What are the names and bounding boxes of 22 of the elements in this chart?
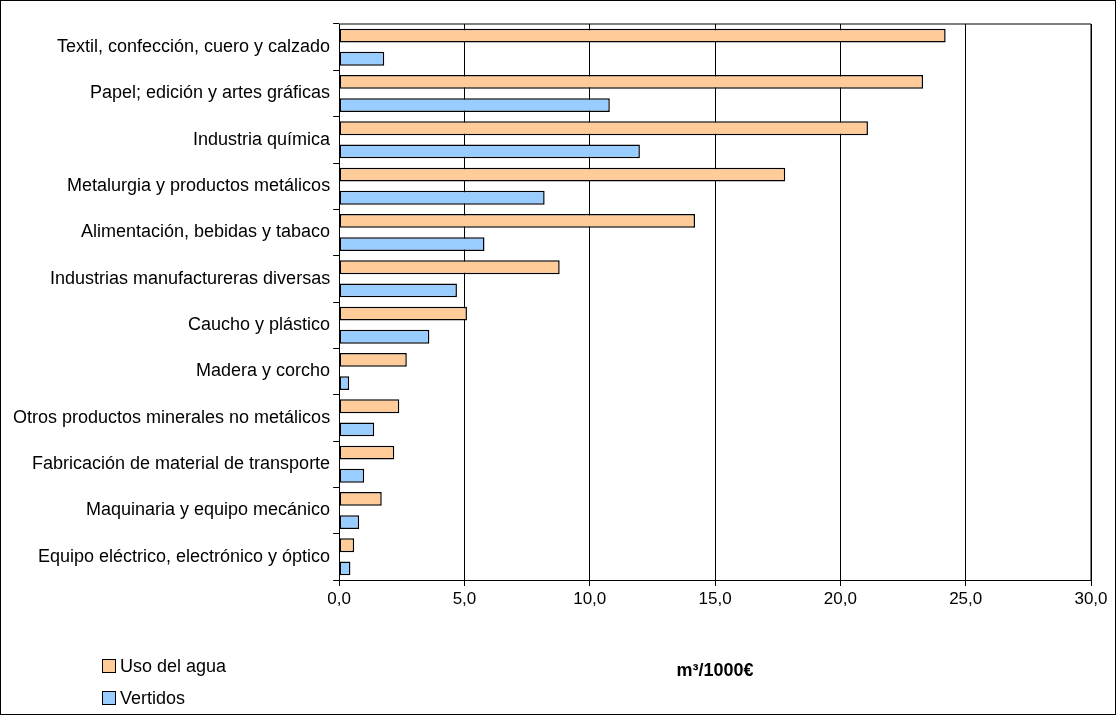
y-tick-label: Maquinaria y equipo mecánico	[85, 499, 331, 520]
y-tick-label: Metalurgia y productos metálicos	[67, 175, 331, 196]
y-tick-label: Textil, confección, cuero y calzado	[57, 36, 331, 57]
y-tick-label: Alimentación, bebidas y tabaco	[80, 221, 331, 242]
y-tick-label: Equipo eléctrico, electrónico y óptico	[37, 545, 331, 566]
x-tick-label: 5,0	[452, 588, 477, 608]
y-tick-label: Madera y corcho	[196, 360, 331, 381]
x-tick-label: 0,0	[327, 588, 351, 608]
x-tick-label: 20,0	[823, 588, 857, 608]
y-tick-label: Papel; edición y artes gráficas	[90, 82, 331, 103]
x-tick-label: 30,0	[1074, 588, 1108, 608]
x-axis-title: m³/1000€	[676, 660, 754, 681]
x-tick-label: 25,0	[949, 588, 983, 608]
y-tick-label: Industrias manufactureras diversas	[50, 267, 331, 288]
y-tick-label: Otros productos minerales no metálicos	[13, 406, 331, 427]
legend-label: Uso del agua	[120, 655, 227, 677]
x-tick-label: 15,0	[698, 588, 732, 608]
y-tick-label: Fabricación de material de transporte	[31, 453, 331, 474]
x-tick-label: 10,0	[573, 588, 607, 608]
y-tick-label: Industria química	[193, 128, 332, 149]
legend-label: Vertidos	[120, 687, 186, 709]
y-tick-label: Caucho y plástico	[188, 314, 331, 335]
